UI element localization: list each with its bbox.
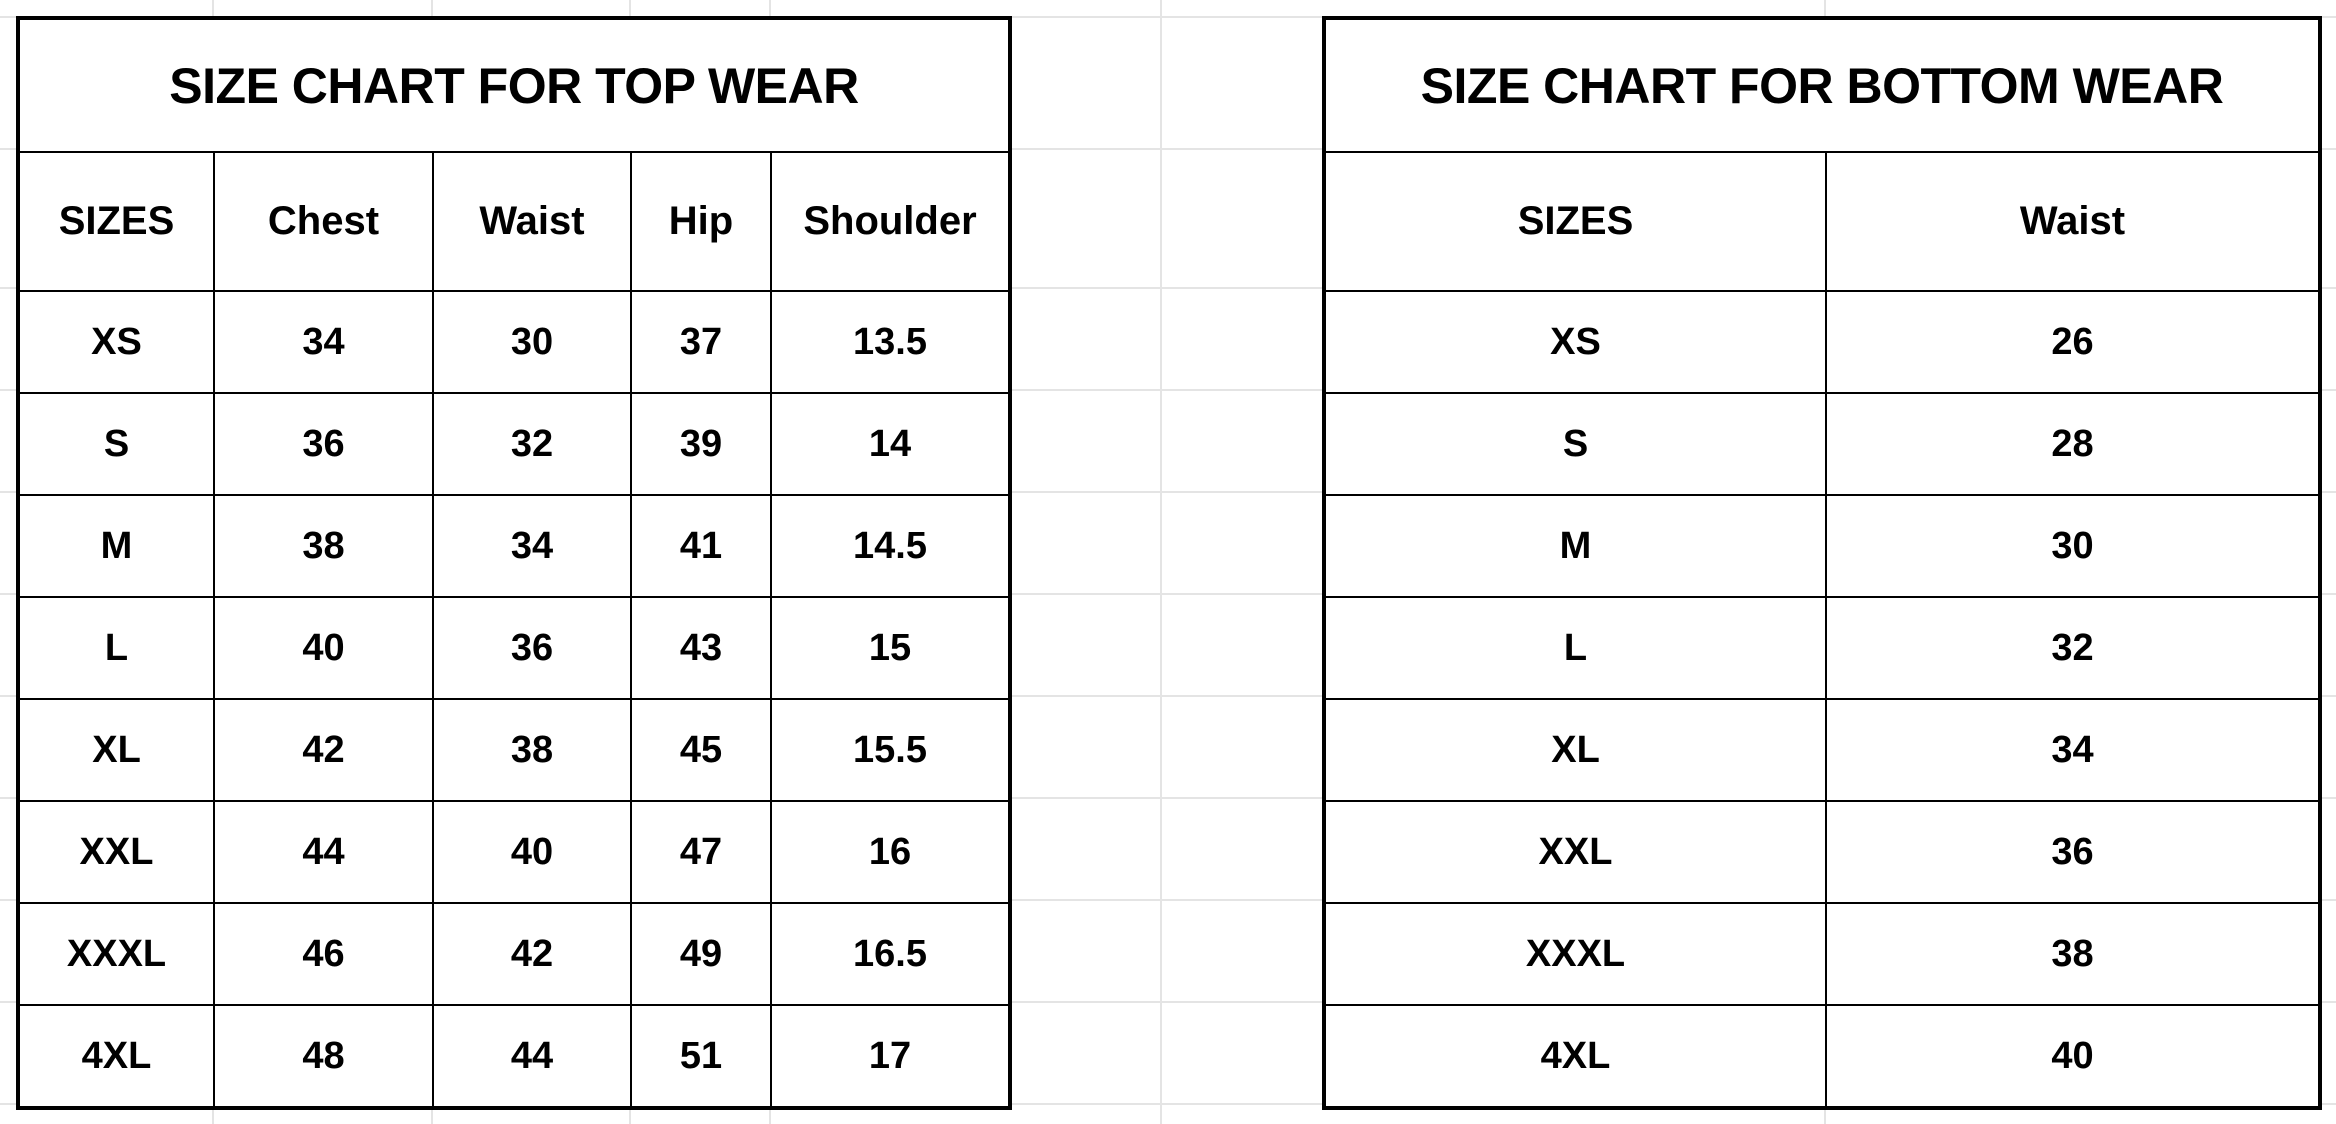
size-label-cell: M	[1323, 494, 1827, 598]
table-row: XS 26	[1323, 290, 2322, 394]
title-row: SIZE CHART FOR TOP WEAR	[16, 17, 1012, 153]
size-label-cell: 4XL	[1323, 1004, 1827, 1109]
table-row: XXXL 46 42 49 16.5	[17, 902, 1012, 1006]
grid-line	[0, 148, 2336, 150]
measurement-cell: 41	[630, 494, 772, 598]
size-label-cell: XXL	[1323, 800, 1827, 904]
column-header: Waist	[432, 151, 632, 292]
column-header: Waist	[1824, 151, 2322, 292]
size-label-cell: L	[17, 596, 215, 700]
measurement-cell: 40	[432, 800, 632, 904]
grid-line	[0, 287, 2336, 289]
table-title: SIZE CHART FOR TOP WEAR	[16, 17, 1012, 153]
size-label-cell: S	[17, 392, 215, 496]
header-row: SIZES Waist	[1323, 151, 2322, 292]
measurement-cell: 16	[769, 800, 1012, 904]
measurement-cell: 26	[1824, 290, 2322, 394]
table-row: M 38 34 41 14.5	[17, 494, 1012, 598]
size-label-cell: S	[1323, 392, 1827, 496]
measurement-cell: 47	[630, 800, 772, 904]
table-row: XL 42 38 45 15.5	[17, 698, 1012, 802]
size-label-cell: XS	[17, 290, 215, 394]
grid-line	[0, 16, 2336, 18]
column-header: Hip	[630, 151, 772, 292]
grid-line	[0, 389, 2336, 391]
measurement-cell: 45	[630, 698, 772, 802]
column-header: Chest	[213, 151, 434, 292]
measurement-cell: 51	[630, 1004, 772, 1109]
measurement-cell: 34	[213, 290, 434, 394]
measurement-cell: 42	[213, 698, 434, 802]
measurement-cell: 48	[213, 1004, 434, 1109]
measurement-cell: 34	[1824, 698, 2322, 802]
measurement-cell: 17	[769, 1004, 1012, 1109]
table-row: S 36 32 39 14	[17, 392, 1012, 496]
measurement-cell: 30	[432, 290, 632, 394]
measurement-cell: 44	[432, 1004, 632, 1109]
size-label-cell: M	[17, 494, 215, 598]
table-row: XXL 36	[1323, 800, 2322, 904]
table-row: XXL 44 40 47 16	[17, 800, 1012, 904]
measurement-cell: 39	[630, 392, 772, 496]
top-wear-size-table: SIZE CHART FOR TOP WEAR SIZES Chest Waist Hi…	[16, 16, 1013, 1110]
grid-line	[0, 593, 2336, 595]
size-label-cell: XXXL	[1323, 902, 1827, 1006]
measurement-cell: 16.5	[769, 902, 1012, 1006]
table-row: 4XL 40	[1323, 1004, 2322, 1109]
measurement-cell: 42	[432, 902, 632, 1006]
measurement-cell: 15.5	[769, 698, 1012, 802]
measurement-cell: 32	[1824, 596, 2322, 700]
column-header: SIZES	[17, 151, 215, 292]
size-label-cell: XL	[1323, 698, 1827, 802]
grid-line	[0, 797, 2336, 799]
measurement-cell: 40	[1824, 1004, 2322, 1109]
grid-line	[0, 1001, 2336, 1003]
table-row: M 30	[1323, 494, 2322, 598]
table-row: S 28	[1323, 392, 2322, 496]
measurement-cell: 43	[630, 596, 772, 700]
measurement-cell: 40	[213, 596, 434, 700]
size-label-cell: L	[1323, 596, 1827, 700]
bottom-wear-size-table: SIZE CHART FOR BOTTOM WEAR SIZES Waist XS 26…	[1322, 16, 2323, 1110]
size-label-cell: 4XL	[17, 1004, 215, 1109]
measurement-cell: 34	[432, 494, 632, 598]
grid-line	[1160, 0, 1162, 1124]
measurement-cell: 14	[769, 392, 1012, 496]
title-row: SIZE CHART FOR BOTTOM WEAR	[1322, 17, 2322, 153]
column-header: Shoulder	[769, 151, 1012, 292]
grid-line	[0, 1103, 2336, 1105]
table-row: XS 34 30 37 13.5	[17, 290, 1012, 394]
measurement-cell: 44	[213, 800, 434, 904]
measurement-cell: 13.5	[769, 290, 1012, 394]
size-label-cell: XL	[17, 698, 215, 802]
column-header: SIZES	[1323, 151, 1827, 292]
table-title: SIZE CHART FOR BOTTOM WEAR	[1322, 17, 2322, 153]
size-label-cell: XXL	[17, 800, 215, 904]
header-row: SIZES Chest Waist Hip Shoulder	[17, 151, 1012, 292]
measurement-cell: 38	[432, 698, 632, 802]
measurement-cell: 14.5	[769, 494, 1012, 598]
measurement-cell: 49	[630, 902, 772, 1006]
measurement-cell: 28	[1824, 392, 2322, 496]
measurement-cell: 38	[1824, 902, 2322, 1006]
grid-line	[0, 695, 2336, 697]
measurement-cell: 32	[432, 392, 632, 496]
measurement-cell: 37	[630, 290, 772, 394]
measurement-cell: 36	[1824, 800, 2322, 904]
size-label-cell: XXXL	[17, 902, 215, 1006]
table-row: XXXL 38	[1323, 902, 2322, 1006]
measurement-cell: 46	[213, 902, 434, 1006]
table-row: L 32	[1323, 596, 2322, 700]
table-row: XL 34	[1323, 698, 2322, 802]
grid-line	[0, 491, 2336, 493]
table-row: 4XL 48 44 51 17	[17, 1004, 1012, 1109]
measurement-cell: 36	[432, 596, 632, 700]
measurement-cell: 30	[1824, 494, 2322, 598]
measurement-cell: 15	[769, 596, 1012, 700]
table-row: L 40 36 43 15	[17, 596, 1012, 700]
size-label-cell: XS	[1323, 290, 1827, 394]
grid-line	[0, 899, 2336, 901]
measurement-cell: 38	[213, 494, 434, 598]
measurement-cell: 36	[213, 392, 434, 496]
